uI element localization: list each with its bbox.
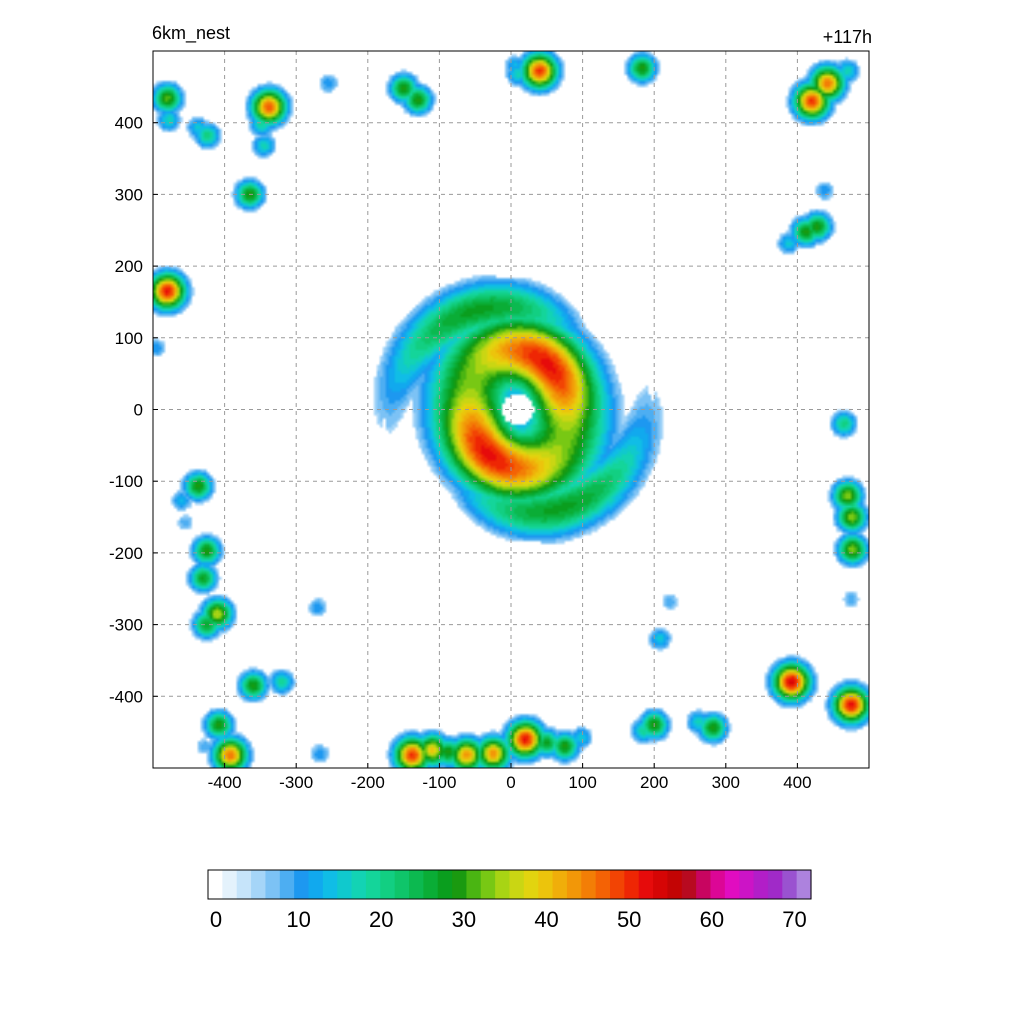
colorbar-tick-label: 60 — [700, 907, 724, 932]
colorbar-swatch — [552, 870, 568, 899]
colorbar-swatch — [466, 870, 482, 899]
colorbar-swatch — [581, 870, 597, 899]
y-tick-label: 300 — [115, 185, 143, 204]
colorbar-tick-label: 70 — [782, 907, 806, 932]
colorbar-tick-label: 10 — [286, 907, 310, 932]
colorbar: 0 10 20 30 40 50 60 70 — [207, 869, 812, 932]
colorbar-tick-label: 30 — [452, 907, 476, 932]
panel-title: 6km_nest — [152, 23, 231, 43]
colorbar-swatch — [409, 870, 424, 899]
y-tick-label: -200 — [109, 544, 143, 563]
colorbar-swatch — [365, 870, 381, 899]
colorbar-swatch — [308, 870, 324, 899]
colorbar-swatch — [739, 870, 755, 899]
y-tick-label: -300 — [109, 616, 143, 635]
colorbar-swatch — [452, 870, 468, 899]
colorbar-swatch — [653, 870, 669, 899]
colorbar-swatch — [681, 870, 697, 899]
y-tick-label: -100 — [109, 472, 143, 491]
colorbar-tick-label: 40 — [534, 907, 558, 932]
colorbar-tick-label: 20 — [369, 907, 393, 932]
colorbar-swatch — [767, 870, 783, 899]
forecast-hour-label: +117h — [822, 27, 872, 47]
colorbar-swatch — [480, 870, 496, 899]
x-tick-label: -400 — [208, 773, 242, 792]
colorbar-swatch — [796, 870, 812, 899]
colorbar-swatch — [337, 870, 353, 899]
colorbar-swatch — [351, 870, 367, 899]
colorbar-swatch — [222, 870, 238, 899]
colorbar-swatch — [279, 870, 295, 899]
colorbar-swatch — [782, 870, 798, 899]
reflectivity-raster — [153, 51, 869, 768]
colorbar-swatch — [523, 870, 539, 899]
y-tick-label: 0 — [134, 401, 143, 420]
y-tick-label: 200 — [115, 257, 143, 276]
colorbar-swatch — [495, 870, 511, 899]
colorbar-swatch — [710, 870, 726, 899]
colorbar-swatch — [394, 870, 410, 899]
x-tick-label: -200 — [351, 773, 385, 792]
colorbar-swatch — [566, 870, 582, 899]
x-tick-label: -100 — [422, 773, 456, 792]
colorbar-swatch — [509, 870, 525, 899]
colorbar-swatch — [610, 870, 625, 899]
x-tick-label: 200 — [640, 773, 668, 792]
axis-ticks: -400 -300 -200 -100 0 100 200 300 400 400 300 200 10… — [109, 114, 812, 792]
colorbar-swatch — [667, 870, 683, 899]
colorbar-swatch — [753, 870, 769, 899]
colorbar-frame — [207, 869, 812, 900]
colorbar-swatch — [538, 870, 554, 899]
colorbar-swatch — [322, 870, 338, 899]
x-tick-label: -300 — [279, 773, 313, 792]
x-tick-label: 0 — [506, 773, 515, 792]
colorbar-swatch — [724, 870, 740, 899]
colorbar-swatch — [294, 870, 310, 899]
colorbar-swatch — [380, 870, 396, 899]
colorbar-swatch — [265, 870, 281, 899]
colorbar-swatch — [696, 870, 712, 899]
colorbar-tick-label: 50 — [617, 907, 641, 932]
colorbar-tick-label: 0 — [210, 907, 222, 932]
y-tick-label: 100 — [115, 329, 143, 348]
colorbar-swatch — [208, 870, 223, 899]
colorbar-swatch — [624, 870, 640, 899]
colorbar-swatch — [595, 870, 611, 899]
colorbar-swatch — [251, 870, 267, 899]
y-tick-label: 400 — [115, 114, 143, 133]
x-tick-label: 400 — [783, 773, 811, 792]
colorbar-swatch — [437, 870, 453, 899]
x-tick-label: 100 — [568, 773, 596, 792]
reflectivity-field — [153, 51, 869, 768]
colorbar-swatch — [638, 870, 654, 899]
colorbar-swatch — [236, 870, 252, 899]
y-tick-label: -400 — [109, 687, 143, 706]
colorbar-swatch — [423, 870, 439, 899]
x-tick-label: 300 — [712, 773, 740, 792]
